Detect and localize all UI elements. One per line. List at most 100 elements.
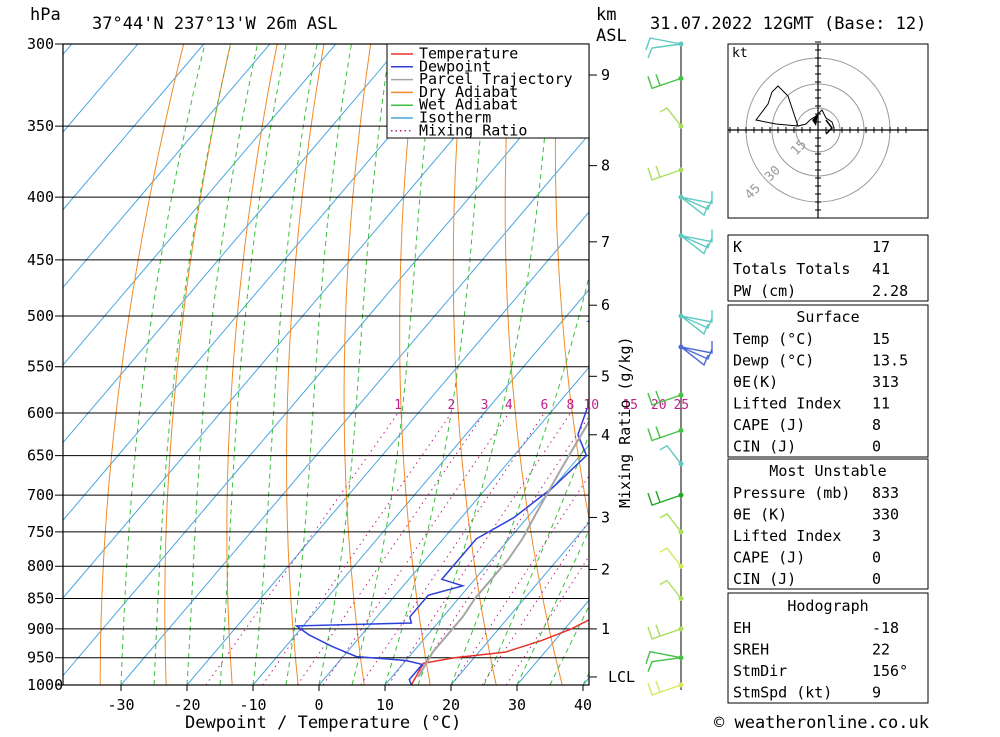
wind-barb-shaft [681,310,712,334]
most-unstable-value: 0 [872,570,881,588]
surface-value: 0 [872,438,881,456]
wind-barb [660,108,681,126]
surface-label: Dewp (°C) [733,352,814,370]
altitude-tick-label: 9 [601,66,610,84]
surface-value: 8 [872,416,881,434]
wet-adiabat-line [154,44,231,685]
pressure-tick-label: 500 [27,307,54,325]
isotherm-line [0,44,138,685]
altitude-tick-label: 6 [601,296,610,314]
temperature-tick-label: -20 [173,696,200,714]
wind-barb-shaft [681,191,712,215]
dry-adiabat-line [979,44,1000,685]
pressure-tick-label: 800 [27,557,54,575]
wind-barb-shaft [681,341,712,365]
altitude-tick-label: 1 [601,620,610,638]
wet-adiabat-line [187,44,258,685]
mixing-ratio-label: 2 [448,398,456,413]
copyright-link[interactable]: © weatheronline.co.uk [714,713,929,733]
mixing-ratio-label: 1 [394,398,402,413]
mixing-ratio-axis-label: Mixing Ratio (g/kg) [616,336,634,508]
wind-barb-shaft [646,38,681,58]
dry-adiabat-line [344,44,371,685]
dry-adiabat-line [165,44,231,685]
wet-adiabat-line [451,44,629,685]
dry-adiabat-line [505,44,562,685]
wind-barb [648,625,681,639]
pressure-unit-label: hPa [30,5,61,25]
index-label: K [733,238,742,256]
dry-adiabat-line [287,44,324,685]
isobar-lines [55,44,589,685]
surface-value: 11 [872,395,890,413]
altitude-tick-label: 8 [601,157,610,175]
parcel-trajectory-line [418,62,776,678]
pressure-tick-label: 750 [27,523,54,541]
isotherm-line [0,44,402,685]
pressure-tick-label: 550 [27,358,54,376]
altitude-tick-label: 5 [601,367,610,385]
wind-barb-shaft [660,108,681,126]
wind-barb [646,38,681,58]
most-unstable-title: Most Unstable [769,462,886,480]
temperature-tick-label: 10 [376,696,394,714]
pressure-tick-label: 700 [27,486,54,504]
surface-label: Lifted Index [733,395,841,413]
most-unstable-value: 0 [872,549,881,567]
hodograph-stat-value: 22 [872,641,890,659]
hodograph-table-title: Hodograph [787,597,868,615]
wet-adiabat-line [121,44,205,685]
wind-barb [646,652,681,672]
hodograph-unit: kt [732,46,748,61]
wind-barb-shaft [660,446,681,464]
wind-barb [660,514,681,532]
index-label: PW (cm) [733,282,796,300]
wind-barb-shaft [648,166,681,180]
wind-barb-shaft [660,514,681,532]
pressure-tick-label: 1000 [27,676,63,694]
wind-barb-shaft [648,491,681,505]
wind-barb-shaft [646,652,681,672]
legend-entry: Mixing Ratio [419,121,527,139]
wet-adiabat-line [220,44,286,685]
most-unstable-label: θE (K) [733,506,787,524]
altitude-tick-label: 3 [601,508,610,526]
wet-adiabat-line [319,44,390,685]
hodograph-stat-value: 156° [872,662,908,680]
wind-barb-shaft [681,230,712,254]
most-unstable-value: 330 [872,506,899,524]
wind-barb-shaft [660,580,681,598]
pressure-tick-label: 850 [27,589,54,607]
surface-label: CIN (J) [733,438,796,456]
hodograph-stat-value: -18 [872,619,899,637]
pressure-tick-label: 350 [27,117,54,135]
temperature-tick-label: 20 [442,696,460,714]
mixing-ratio-label: 4 [505,398,513,413]
wind-barb [648,166,681,180]
index-value: 41 [872,260,890,278]
wind-barb [660,548,681,566]
wind-barb [648,426,681,440]
hodograph-stat-label: EH [733,619,751,637]
wind-barb-shaft [648,625,681,639]
surface-value: 15 [872,330,890,348]
surface-label: Temp (°C) [733,330,814,348]
temperature-tick-label: -30 [107,696,134,714]
wind-barb [681,341,712,365]
index-value: 2.28 [872,282,908,300]
most-unstable-label: Pressure (mb) [733,484,850,502]
wind-barb [681,310,712,334]
pressure-tick-label: 300 [27,35,54,53]
altitude-tick-label: 2 [601,561,610,579]
pressure-tick-label: 600 [27,404,54,422]
pressure-tick-label: 450 [27,251,54,269]
wind-barb [648,74,681,88]
temperature-tick-label: 0 [314,696,323,714]
wet-adiabat-line [253,44,317,685]
most-unstable-label: CAPE (J) [733,549,805,567]
wind-barb [681,191,712,215]
